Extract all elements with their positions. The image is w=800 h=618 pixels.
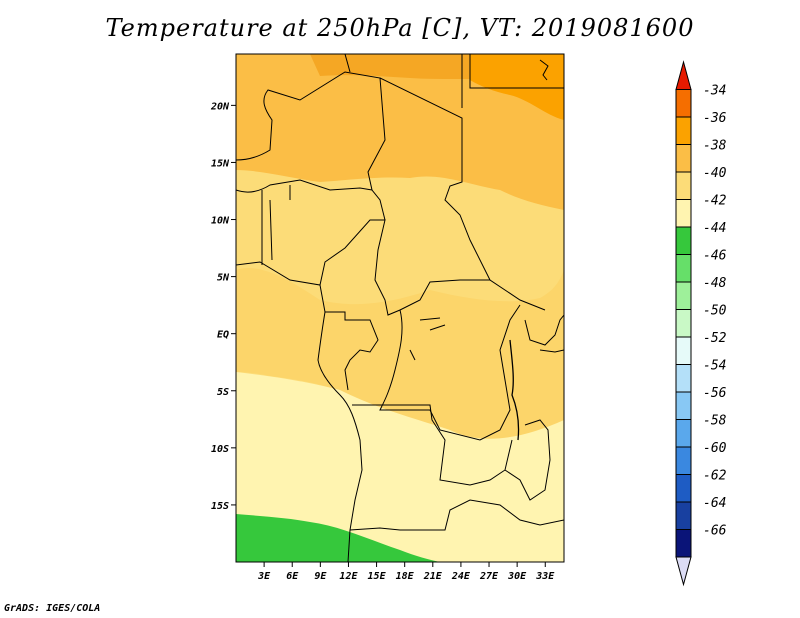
border-line xyxy=(261,185,291,265)
y-tick-label: 5N xyxy=(217,273,230,284)
colorbar-top-arrow xyxy=(675,60,692,90)
colorbar-label: -58 xyxy=(703,414,727,429)
colorbar-label: -66 xyxy=(703,524,727,539)
border-line xyxy=(236,71,386,221)
x-axis: 3E 6E 9E 12E 15E 18E 21E 24E 27E 30E 33E xyxy=(257,562,555,582)
colorbar-label: -44 xyxy=(703,221,726,236)
colorbar-swatch xyxy=(675,474,692,503)
border-line xyxy=(349,499,564,531)
colorbar-label: -46 xyxy=(703,249,727,264)
colorbar-bottom-arrow xyxy=(675,556,692,587)
border-line xyxy=(461,54,564,108)
colorbar-label: -52 xyxy=(703,331,727,346)
x-tick-label: 27E xyxy=(479,571,499,582)
y-tick-label: EQ xyxy=(217,330,229,341)
x-tick-label: 3E xyxy=(257,571,271,582)
lake-outline xyxy=(509,339,520,441)
colorbar-label: -48 xyxy=(703,276,727,291)
field-ne-warm xyxy=(470,54,564,120)
border-line xyxy=(319,284,379,391)
border-line xyxy=(236,219,490,316)
colorbar-swatch xyxy=(675,89,692,118)
colorbar-swatch xyxy=(675,199,692,228)
colorbar-swatch xyxy=(675,309,692,338)
coastline xyxy=(539,59,549,81)
y-tick-label: 15S xyxy=(211,501,229,512)
colorbar-swatch xyxy=(675,364,692,393)
colorbar-swatch xyxy=(675,171,692,200)
border-line xyxy=(344,54,546,311)
colorbar-label: -64 xyxy=(703,496,726,511)
x-tick-label: 33E xyxy=(535,571,555,582)
colorbar-label: -38 xyxy=(703,139,727,154)
field-south xyxy=(236,372,564,562)
border-line xyxy=(352,404,513,486)
x-tick-label: 6E xyxy=(286,571,299,582)
x-tick-label: 15E xyxy=(368,571,387,582)
colorbar-swatch xyxy=(675,116,692,145)
x-tick-label: 9E xyxy=(314,571,327,582)
colorbar-swatch xyxy=(675,419,692,448)
y-tick-label: 5S xyxy=(217,387,229,398)
colorbar-swatch xyxy=(675,336,692,365)
colorbar-swatch xyxy=(675,254,692,283)
x-tick-label: 12E xyxy=(339,571,358,582)
x-tick-label: 30E xyxy=(507,571,527,582)
border-line xyxy=(524,314,564,353)
colorbar-swatch xyxy=(675,391,692,420)
colorbar-label: -34 xyxy=(703,84,726,99)
colorbar-label: -42 xyxy=(703,194,727,209)
y-axis: 20N 15N 10N 5N EQ 5S 10S 15S xyxy=(210,101,236,512)
colorbar-swatch xyxy=(675,529,692,558)
y-tick-label: 10N xyxy=(211,216,230,227)
x-tick-label: 24E xyxy=(451,571,471,582)
y-tick-label: 20N xyxy=(210,101,230,112)
field-equatorial xyxy=(236,268,564,445)
colorbar-swatch xyxy=(675,144,692,173)
x-tick-label: 21E xyxy=(423,571,443,582)
coastline xyxy=(317,311,363,562)
colorbar-label: -40 xyxy=(703,166,727,181)
field-sahel xyxy=(236,54,564,210)
y-tick-label: 10S xyxy=(211,444,229,455)
colorbar: -34 -36 -38 -40 -42 -44 -46 -48 -50 -52 -54 -56 -58 -… xyxy=(675,60,727,587)
border-line xyxy=(379,304,521,441)
country-borders xyxy=(236,54,564,562)
border-line xyxy=(236,179,373,193)
map-frame xyxy=(235,53,565,563)
field-far-south-cold xyxy=(236,514,440,562)
colorbar-label: -54 xyxy=(703,359,726,374)
colorbar-swatch xyxy=(675,501,692,530)
river-outline xyxy=(409,317,446,361)
colorbar-swatch xyxy=(675,281,692,310)
colorbar-swatch xyxy=(675,226,692,255)
grads-credit: GrADS: IGES/COLA xyxy=(4,603,101,614)
border-line xyxy=(504,419,551,501)
colorbar-label: -56 xyxy=(703,386,727,401)
y-tick-label: 15N xyxy=(211,158,230,169)
colorbar-label: -60 xyxy=(703,441,727,456)
colorbar-swatch xyxy=(675,446,692,475)
chart-title: Temperature at 250hPa [C], VT: 201908160… xyxy=(105,14,695,42)
colorbar-label: -62 xyxy=(703,469,727,484)
colorbar-label: -36 xyxy=(703,111,727,126)
x-tick-label: 18E xyxy=(396,571,415,582)
colorbar-label: -50 xyxy=(703,304,727,319)
temperature-field xyxy=(236,54,564,562)
